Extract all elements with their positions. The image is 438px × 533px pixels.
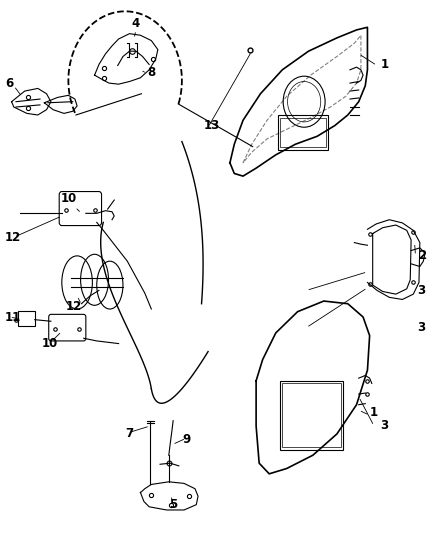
Text: 12: 12 xyxy=(65,300,81,313)
Bar xyxy=(280,381,343,450)
Text: 3: 3 xyxy=(418,321,426,334)
Text: 9: 9 xyxy=(182,433,190,446)
Text: 11: 11 xyxy=(5,311,21,324)
Text: 7: 7 xyxy=(125,427,134,440)
Text: 3: 3 xyxy=(418,284,426,297)
Bar xyxy=(18,311,35,326)
Text: 8: 8 xyxy=(147,66,155,79)
Text: 10: 10 xyxy=(60,192,77,205)
Text: 1: 1 xyxy=(370,406,378,419)
Text: 13: 13 xyxy=(204,119,220,132)
Bar xyxy=(278,115,328,150)
Text: 10: 10 xyxy=(42,337,58,350)
Text: 3: 3 xyxy=(381,419,389,432)
Text: 12: 12 xyxy=(5,231,21,244)
Text: 6: 6 xyxy=(5,77,13,90)
Bar xyxy=(280,118,326,147)
Bar xyxy=(283,383,341,447)
Text: 2: 2 xyxy=(418,249,426,262)
Text: 5: 5 xyxy=(169,498,177,511)
Text: 1: 1 xyxy=(381,58,389,71)
Text: 4: 4 xyxy=(132,17,140,30)
